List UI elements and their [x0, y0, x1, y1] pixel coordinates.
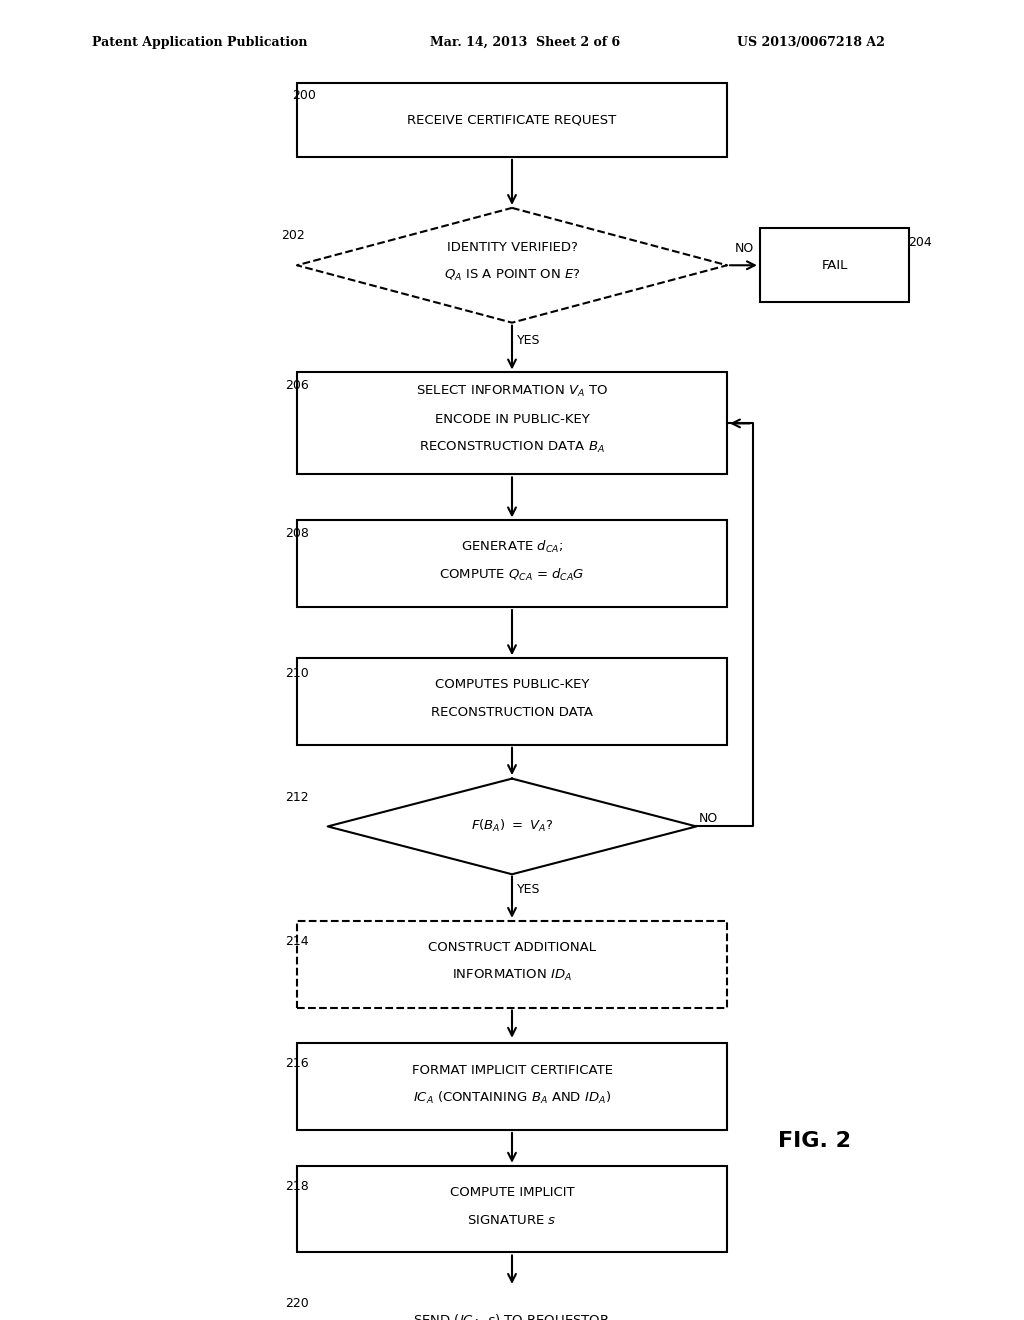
Text: SIGNATURE $s$: SIGNATURE $s$	[467, 1214, 557, 1228]
Text: GENERATE $d_{CA}$;: GENERATE $d_{CA}$;	[461, 539, 563, 556]
Text: 206: 206	[285, 379, 308, 392]
FancyBboxPatch shape	[297, 921, 727, 1007]
FancyBboxPatch shape	[297, 1287, 727, 1320]
Text: $Q_A$ IS A POINT ON $E$?: $Q_A$ IS A POINT ON $E$?	[443, 268, 581, 282]
Text: ENCODE IN PUBLIC-KEY: ENCODE IN PUBLIC-KEY	[434, 413, 590, 426]
Text: 212: 212	[285, 791, 308, 804]
FancyBboxPatch shape	[297, 83, 727, 157]
Text: Mar. 14, 2013  Sheet 2 of 6: Mar. 14, 2013 Sheet 2 of 6	[430, 36, 621, 49]
Text: NO: NO	[698, 812, 718, 825]
Text: 210: 210	[285, 667, 308, 680]
Text: 216: 216	[285, 1057, 308, 1071]
Text: CONSTRUCT ADDITIONAL: CONSTRUCT ADDITIONAL	[428, 941, 596, 954]
FancyBboxPatch shape	[297, 1043, 727, 1130]
Text: $IC_A$ (CONTAINING $B_A$ AND $ID_A$): $IC_A$ (CONTAINING $B_A$ AND $ID_A$)	[413, 1090, 611, 1106]
Text: 220: 220	[285, 1298, 308, 1309]
Text: 214: 214	[285, 935, 308, 948]
Text: FIG. 2: FIG. 2	[778, 1131, 851, 1151]
Text: 202: 202	[282, 230, 305, 243]
Text: RECONSTRUCTION DATA: RECONSTRUCTION DATA	[431, 706, 593, 719]
Text: 218: 218	[285, 1180, 308, 1192]
Text: $F$$($$B_A$$)$ $=$ $V_A$?: $F$$($$B_A$$)$ $=$ $V_A$?	[471, 818, 553, 834]
Text: COMPUTE $Q_{CA}$ = $d_{CA}$$G$: COMPUTE $Q_{CA}$ = $d_{CA}$$G$	[439, 568, 585, 583]
Polygon shape	[297, 207, 727, 322]
Text: IDENTITY VERIFIED?: IDENTITY VERIFIED?	[446, 242, 578, 253]
Text: 208: 208	[285, 527, 308, 540]
Text: RECONSTRUCTION DATA $B_A$: RECONSTRUCTION DATA $B_A$	[419, 440, 605, 455]
FancyBboxPatch shape	[297, 1166, 727, 1253]
FancyBboxPatch shape	[297, 659, 727, 744]
FancyBboxPatch shape	[760, 228, 909, 302]
Text: COMPUTES PUBLIC-KEY: COMPUTES PUBLIC-KEY	[435, 678, 589, 692]
Text: 200: 200	[292, 90, 315, 102]
Text: 204: 204	[908, 236, 932, 248]
Text: INFORMATION $ID_A$: INFORMATION $ID_A$	[452, 968, 572, 983]
FancyBboxPatch shape	[297, 520, 727, 607]
Text: SELECT INFORMATION $V_A$ TO: SELECT INFORMATION $V_A$ TO	[416, 384, 608, 399]
Text: FORMAT IMPLICIT CERTIFICATE: FORMAT IMPLICIT CERTIFICATE	[412, 1064, 612, 1077]
Text: Patent Application Publication: Patent Application Publication	[92, 36, 307, 49]
Text: SEND ($IC_A$, $s$) TO REQUESTOR: SEND ($IC_A$, $s$) TO REQUESTOR	[414, 1313, 610, 1320]
Polygon shape	[328, 779, 696, 874]
FancyBboxPatch shape	[297, 372, 727, 474]
Text: RECEIVE CERTIFICATE REQUEST: RECEIVE CERTIFICATE REQUEST	[408, 114, 616, 127]
Text: COMPUTE IMPLICIT: COMPUTE IMPLICIT	[450, 1185, 574, 1199]
Text: US 2013/0067218 A2: US 2013/0067218 A2	[737, 36, 885, 49]
Text: YES: YES	[517, 334, 541, 347]
Text: NO: NO	[735, 242, 755, 255]
Text: YES: YES	[517, 883, 541, 895]
Text: FAIL: FAIL	[821, 259, 848, 272]
